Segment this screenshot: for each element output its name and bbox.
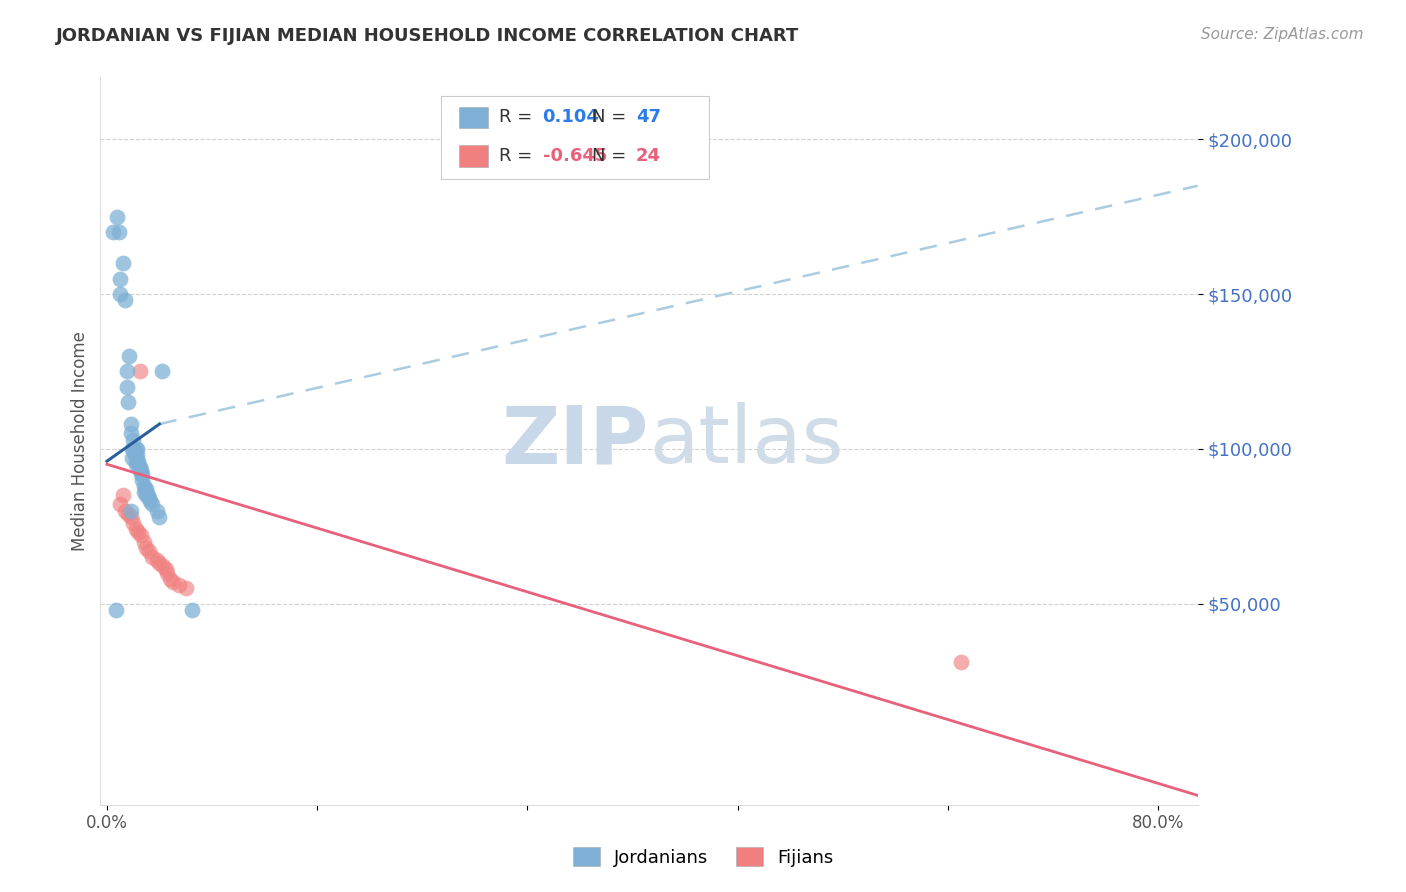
- Point: [134, 482, 156, 496]
- Point: [128, 463, 150, 477]
- Point: [108, 271, 131, 285]
- Point: [125, 454, 148, 468]
- Point: [108, 498, 131, 512]
- Point: [115, 364, 138, 378]
- Point: [138, 491, 160, 506]
- Point: [111, 256, 134, 270]
- Point: [159, 572, 181, 586]
- Point: [127, 448, 149, 462]
- Point: [121, 442, 143, 456]
- Text: N =: N =: [592, 147, 631, 165]
- Text: 0.104: 0.104: [543, 109, 599, 127]
- Point: [135, 541, 157, 555]
- Point: [132, 534, 155, 549]
- Point: [120, 417, 142, 431]
- Point: [146, 553, 169, 567]
- Point: [136, 488, 159, 502]
- Point: [120, 504, 142, 518]
- Point: [155, 562, 177, 576]
- Point: [115, 380, 138, 394]
- Point: [128, 460, 150, 475]
- Point: [107, 210, 129, 224]
- Point: [132, 479, 155, 493]
- FancyBboxPatch shape: [460, 106, 488, 128]
- Point: [129, 528, 152, 542]
- Text: Source: ZipAtlas.com: Source: ZipAtlas.com: [1201, 27, 1364, 42]
- Point: [114, 504, 136, 518]
- Point: [152, 559, 174, 574]
- Point: [181, 603, 204, 617]
- Point: [127, 442, 149, 456]
- Point: [122, 433, 145, 447]
- Y-axis label: Median Household Income: Median Household Income: [72, 331, 89, 551]
- Point: [131, 473, 153, 487]
- Text: -0.645: -0.645: [543, 147, 607, 165]
- Point: [121, 451, 143, 466]
- Point: [125, 522, 148, 536]
- Text: R =: R =: [499, 147, 537, 165]
- Point: [131, 467, 153, 481]
- Point: [120, 426, 142, 441]
- Point: [124, 448, 146, 462]
- Text: 24: 24: [636, 147, 661, 165]
- Point: [139, 494, 162, 508]
- Point: [148, 509, 170, 524]
- Point: [128, 364, 150, 378]
- Point: [125, 442, 148, 456]
- Text: 47: 47: [636, 109, 661, 127]
- Point: [148, 556, 170, 570]
- Legend: Jordanians, Fijians: Jordanians, Fijians: [565, 840, 841, 874]
- Text: JORDANIAN VS FIJIAN MEDIAN HOUSEHOLD INCOME CORRELATION CHART: JORDANIAN VS FIJIAN MEDIAN HOUSEHOLD INC…: [56, 27, 800, 45]
- Point: [117, 395, 139, 409]
- Point: [129, 467, 152, 481]
- Point: [111, 488, 134, 502]
- Point: [108, 287, 131, 301]
- Point: [127, 454, 149, 468]
- Point: [124, 445, 146, 459]
- Point: [135, 482, 157, 496]
- FancyBboxPatch shape: [440, 95, 710, 179]
- Point: [174, 581, 197, 595]
- Point: [127, 525, 149, 540]
- Point: [132, 485, 155, 500]
- Point: [156, 566, 179, 580]
- Point: [107, 225, 129, 239]
- Point: [114, 293, 136, 308]
- Point: [162, 574, 184, 589]
- FancyBboxPatch shape: [460, 145, 488, 167]
- Point: [122, 516, 145, 530]
- Point: [127, 457, 149, 471]
- Point: [146, 504, 169, 518]
- Point: [138, 544, 160, 558]
- Point: [141, 550, 163, 565]
- Point: [122, 442, 145, 456]
- Point: [950, 656, 973, 670]
- Point: [118, 349, 141, 363]
- Point: [103, 225, 125, 239]
- Text: R =: R =: [499, 109, 537, 127]
- Text: atlas: atlas: [650, 402, 844, 480]
- Point: [150, 364, 173, 378]
- Point: [167, 578, 190, 592]
- Point: [120, 509, 142, 524]
- Point: [117, 507, 139, 521]
- Point: [135, 488, 157, 502]
- Text: N =: N =: [592, 109, 631, 127]
- Point: [141, 498, 163, 512]
- Point: [105, 603, 128, 617]
- Point: [125, 457, 148, 471]
- Text: ZIP: ZIP: [502, 402, 650, 480]
- Point: [129, 463, 152, 477]
